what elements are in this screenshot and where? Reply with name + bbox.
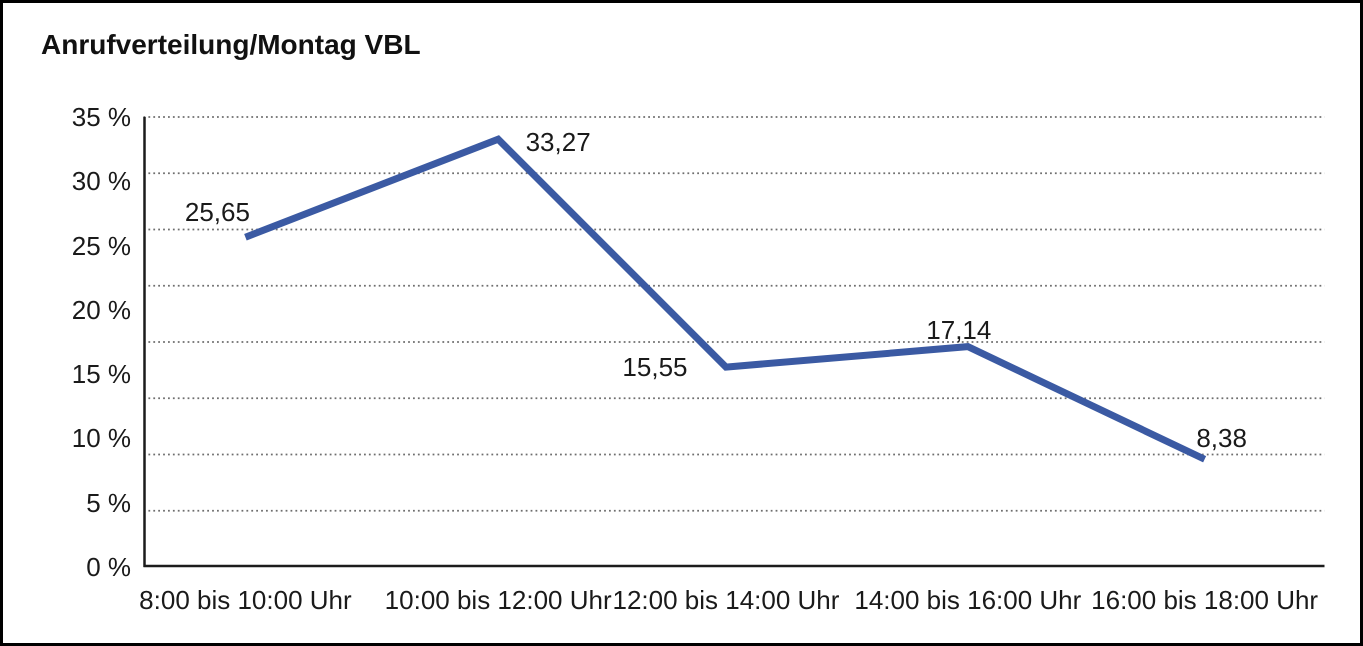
x-category-label: 12:00 bis 14:00 Uhr	[612, 585, 840, 615]
y-tick-label: 15 %	[71, 359, 131, 390]
y-tick-label: 25 %	[71, 230, 131, 261]
data-point-label: 17,14	[926, 314, 992, 345]
y-tick-label: 10 %	[71, 423, 131, 454]
x-category-label: 10:00 bis 12:00 Uhr	[384, 585, 612, 615]
gridlines	[143, 116, 1325, 512]
data-point-label: 25,65	[184, 197, 250, 228]
data-point-label: 8,38	[1196, 423, 1247, 454]
x-category-label: 16:00 bis 18:00 Uhr	[1091, 585, 1319, 615]
series-line-layer	[244, 135, 1207, 463]
series-line	[244, 135, 1207, 463]
y-tick-label: 35 %	[71, 102, 131, 132]
x-category-label: 8:00 bis 10:00 Uhr	[139, 585, 352, 615]
y-tick-label: 20 %	[71, 294, 131, 325]
axes	[143, 117, 1325, 568]
data-point-label: 15,55	[622, 352, 688, 383]
y-tick-label: 30 %	[71, 166, 131, 197]
x-category-label: 14:00 bis 16:00 Uhr	[854, 585, 1082, 615]
chart-title: Anrufverteilung/Montag VBL	[41, 29, 421, 60]
y-tick-label: 0 %	[86, 552, 131, 582]
y-tick-label: 5 %	[86, 487, 131, 518]
data-point-label: 33,27	[525, 127, 591, 158]
plot-area	[143, 116, 1325, 568]
